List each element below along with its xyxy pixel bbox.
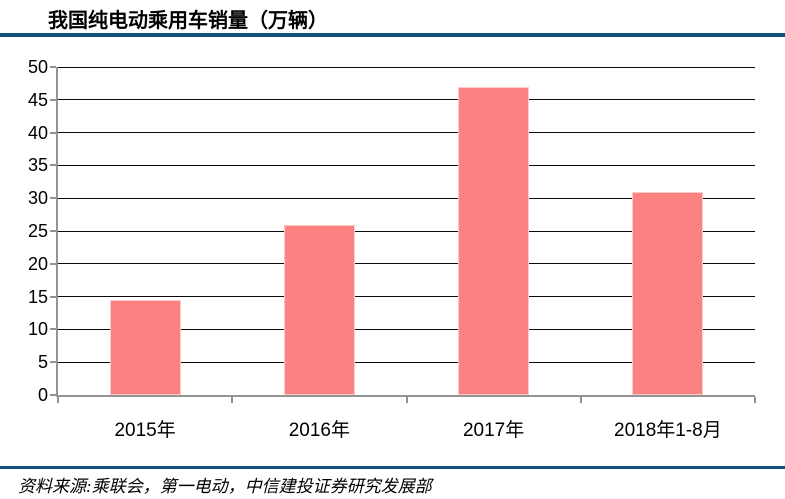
accent-rule-bottom	[0, 466, 785, 469]
x-axis-label: 2018年1-8月	[614, 420, 722, 441]
gridline	[58, 263, 755, 265]
y-axis-label: 50	[27, 57, 48, 77]
y-axis-label: 40	[27, 122, 48, 143]
x-axis-label: 2017年	[462, 420, 525, 441]
y-axis-tick	[50, 361, 56, 364]
y-axis-tick	[50, 328, 56, 331]
source-note: 资料来源:乘联会，第一电动，中信建投证券研究发展部	[18, 477, 432, 496]
y-axis-tick	[50, 230, 56, 232]
accent-rule-top	[0, 33, 785, 37]
gridline	[58, 230, 755, 232]
y-axis-label: 35	[27, 155, 48, 176]
gridline	[58, 361, 755, 363]
gridline	[58, 197, 755, 199]
y-axis-label: 20	[27, 253, 48, 274]
x-axis-line	[56, 395, 755, 397]
y-axis-tick	[50, 295, 56, 298]
x-axis-tick	[57, 397, 59, 403]
y-axis-tick	[50, 66, 56, 68]
y-axis-label: 15	[27, 286, 48, 307]
page-title: 我国纯电动乘用车销量（万辆）	[48, 10, 328, 32]
y-axis-label: 30	[27, 188, 48, 209]
y-axis-label: 25	[27, 221, 48, 241]
y-axis-line	[56, 67, 58, 397]
y-axis-tick	[50, 262, 56, 265]
y-axis-tick	[50, 98, 56, 101]
x-axis-label: 2015年	[114, 420, 176, 441]
gridline	[58, 66, 755, 68]
y-axis-label: 5	[37, 352, 48, 373]
y-axis-tick	[50, 394, 56, 396]
plot-area: 0 5 10 15 20 25 30 35 40 45 50 2015年 2016年 2017年 2018年…	[28, 58, 756, 441]
x-axis-label: 2016年	[288, 420, 351, 441]
bar	[632, 191, 704, 395]
gridline	[58, 164, 755, 166]
gridline	[58, 328, 755, 330]
bar	[283, 225, 355, 395]
bar	[458, 86, 530, 395]
gridline	[58, 132, 755, 134]
y-axis-tick	[50, 164, 56, 167]
x-axis-tick	[754, 397, 756, 403]
y-axis-tick	[50, 131, 56, 134]
y-axis-label: 45	[27, 89, 48, 110]
y-axis-label: 10	[27, 319, 48, 340]
bar	[109, 299, 181, 395]
x-axis-tick	[579, 397, 582, 403]
gridline	[58, 296, 755, 298]
gridline	[58, 99, 755, 101]
x-axis-tick	[231, 397, 234, 403]
y-axis-label: 0	[37, 385, 48, 405]
x-axis-tick	[405, 397, 408, 403]
y-axis-tick	[50, 197, 56, 200]
